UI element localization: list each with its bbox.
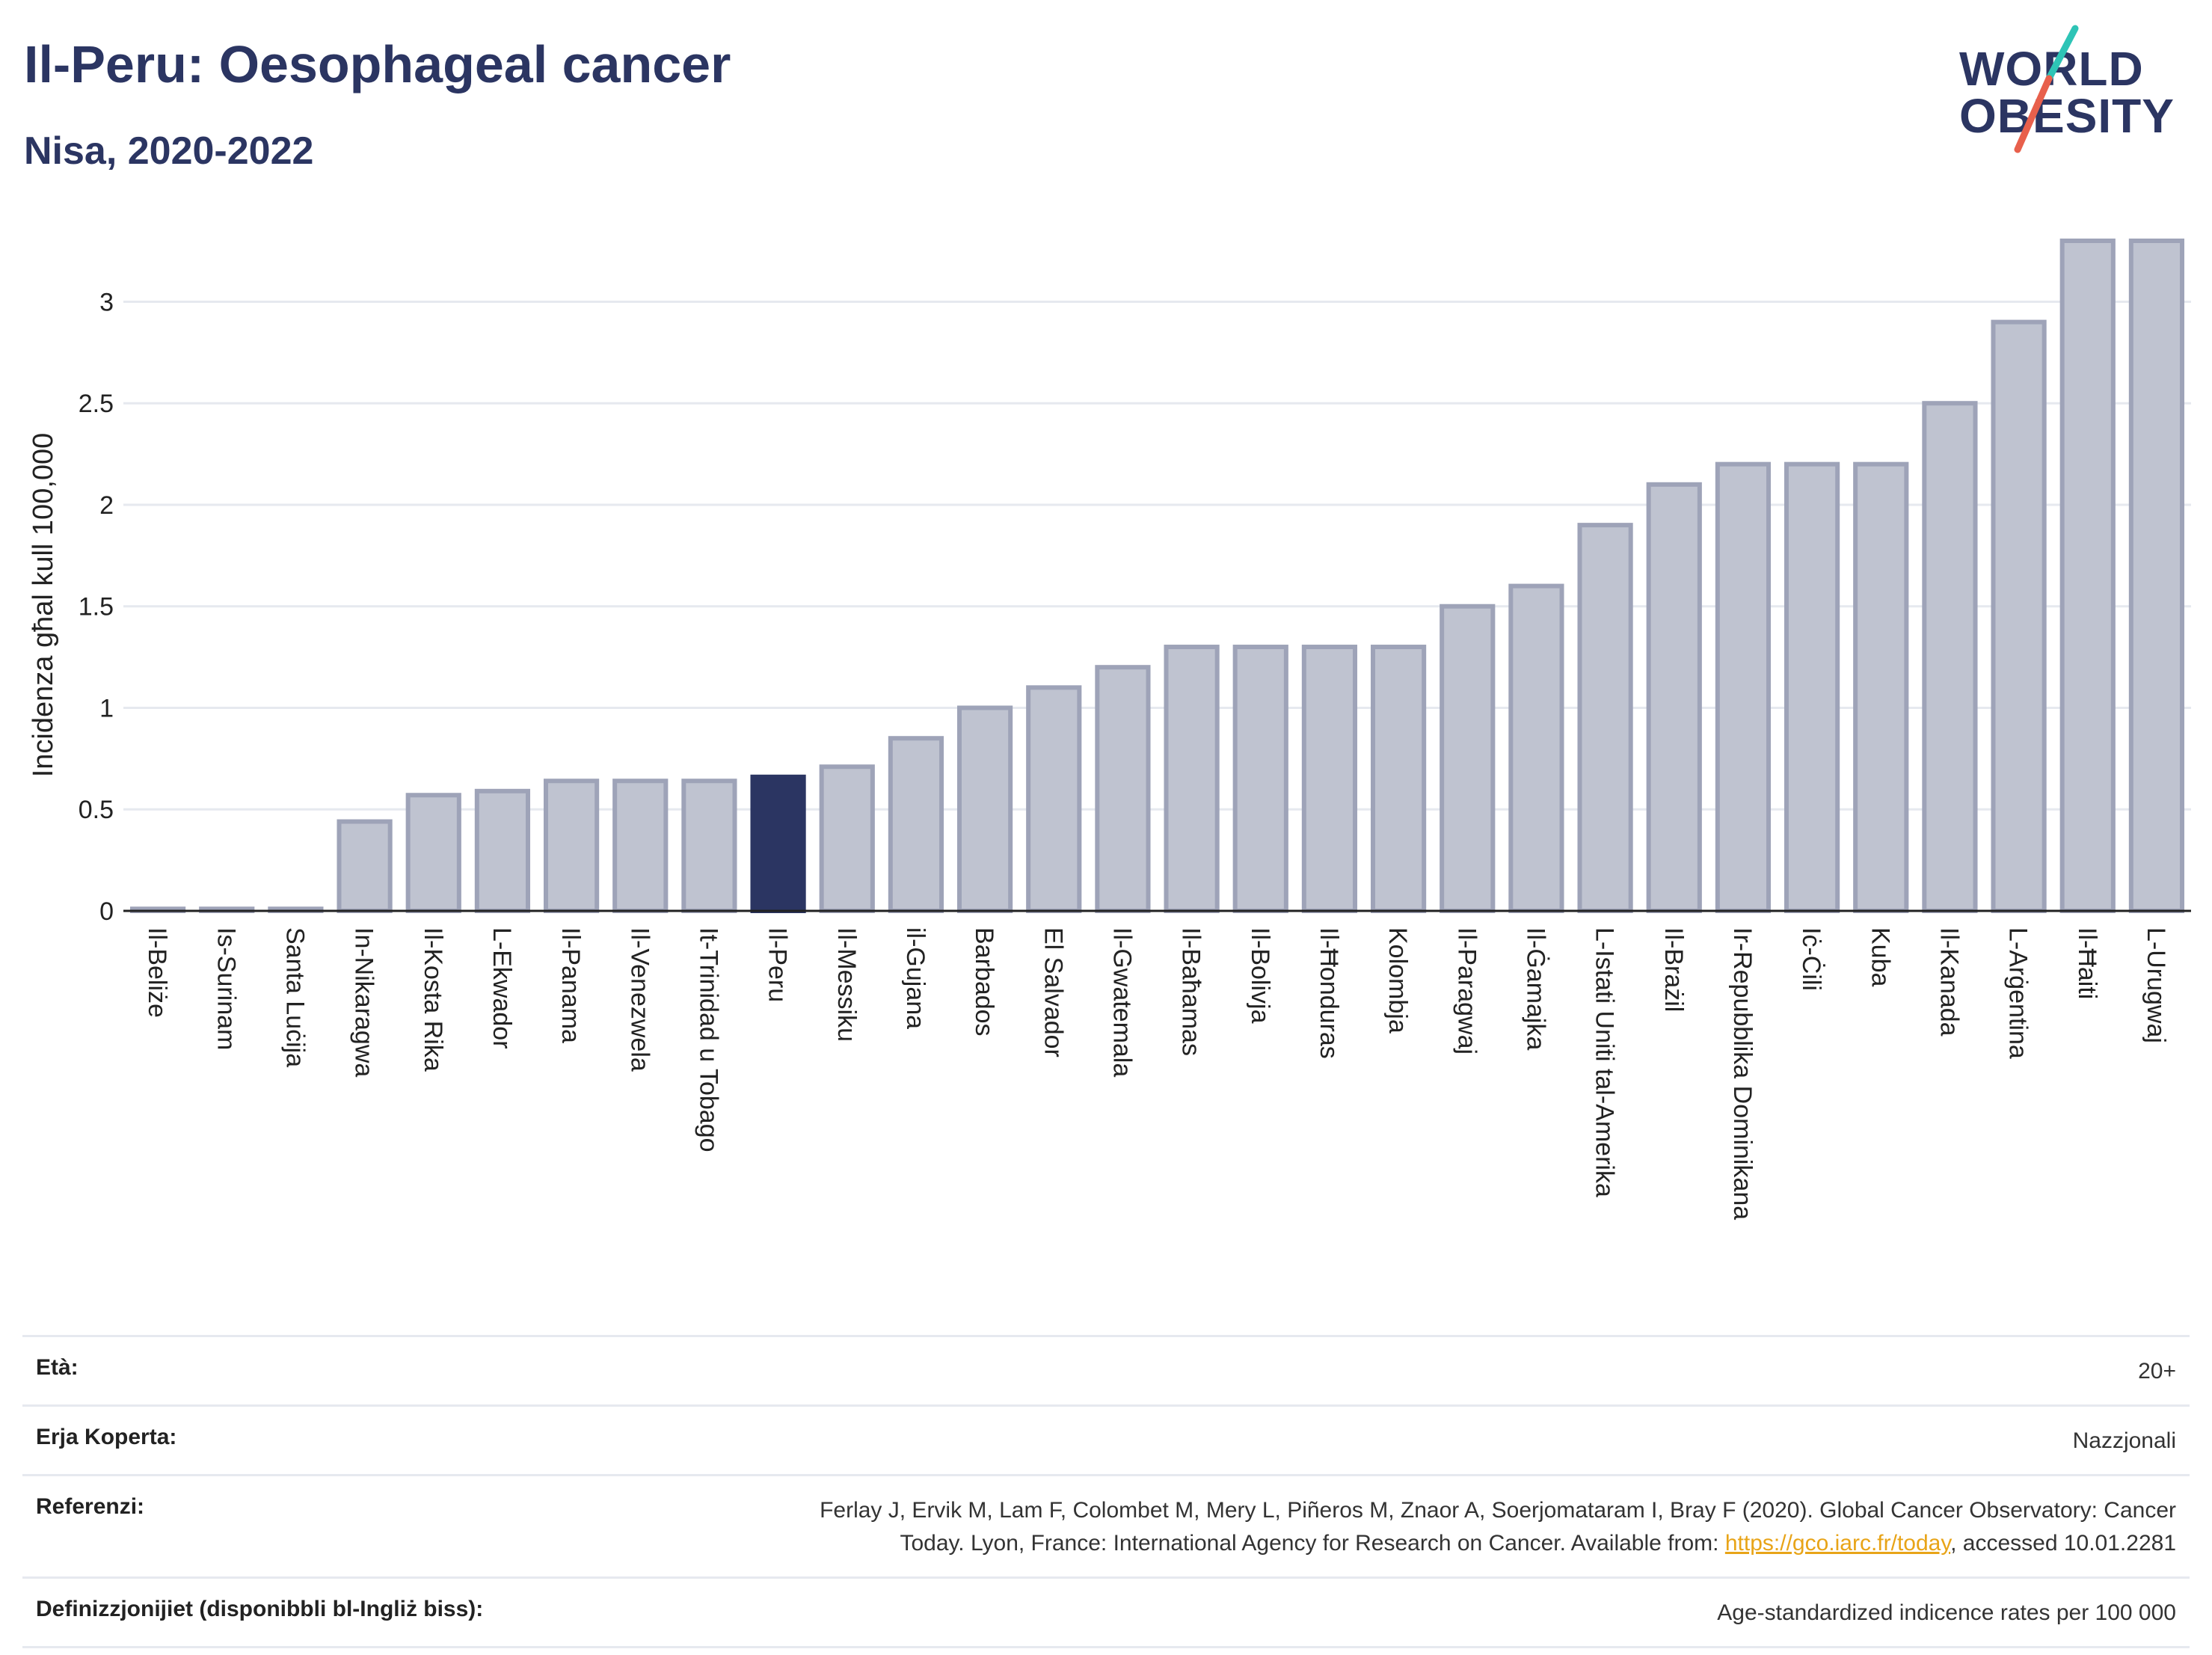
x-tick-label: Il-Ġamajka <box>1521 927 1549 1050</box>
bar[interactable] <box>1026 685 1082 913</box>
bar[interactable] <box>1646 482 1702 913</box>
x-tick-label: L-Istati Uniti tal-Amerika <box>1591 927 1619 1197</box>
x-tick-label: L-Ekwador <box>488 927 516 1049</box>
detail-value-references: Ferlay J, Ervik M, Lam F, Colombet M, Me… <box>820 1494 2176 1560</box>
detail-row-age: Età: 20+ <box>22 1337 2190 1407</box>
x-tick-label: Il-Ħonduras <box>1315 927 1343 1059</box>
x-tick-label: Santa Luċija <box>280 927 309 1067</box>
bar[interactable] <box>405 793 461 913</box>
x-tick-label: El Salvador <box>1039 927 1067 1057</box>
x-tick-labels: Il-Beliże Is-Surinam Santa Luċija In-Nikara… <box>143 927 2170 1220</box>
bar[interactable] <box>1370 645 1427 913</box>
bar[interactable] <box>1922 401 1978 913</box>
bar[interactable] <box>1164 645 1220 913</box>
logo-text-obesity: OBESITY <box>1959 89 2175 143</box>
x-tick-label: It-Trinidad u Tobago <box>694 927 722 1152</box>
bar[interactable] <box>2128 239 2185 913</box>
bar[interactable] <box>1991 319 2047 913</box>
bar[interactable] <box>1508 583 1564 913</box>
reference-line-2-pre: Today. Lyon, France: International Agenc… <box>900 1531 1725 1556</box>
y-tick-label: 2 <box>99 491 114 520</box>
bar[interactable] <box>474 788 531 913</box>
bar[interactable] <box>543 779 600 914</box>
detail-key-age: Età: <box>36 1355 79 1380</box>
bars <box>129 239 2185 914</box>
bar[interactable] <box>750 774 806 914</box>
x-tick-label: Kuba <box>1866 927 1894 986</box>
bar[interactable] <box>1715 461 1772 913</box>
x-tick-label: L-Urugwaj <box>2142 927 2170 1043</box>
x-tick-label: Ir-Repubblika Dominikana <box>1728 927 1757 1220</box>
bar[interactable] <box>337 819 393 913</box>
x-tick-label: Il-Kosta Rika <box>419 927 447 1072</box>
bar[interactable] <box>1232 645 1288 913</box>
detail-key-definitions: Definizzjonijiet (disponibbli bl-Ingliż … <box>36 1597 484 1621</box>
details-table: Età: 20+ Erja Koperta: Nazzjonali Refere… <box>22 1335 2190 1648</box>
detail-row-definitions: Definizzjonijiet (disponibbli bl-Ingliż … <box>22 1579 2190 1648</box>
detail-key-references: Referenzi: <box>36 1494 145 1519</box>
detail-value-age: 20+ <box>2138 1359 2176 1384</box>
bar[interactable] <box>1784 461 1840 913</box>
y-tick-label: 0.5 <box>79 796 114 824</box>
x-tick-label: Il-Gwatemala <box>1107 927 1136 1077</box>
x-tick-label: Barbados <box>970 927 998 1037</box>
grid-lines <box>123 300 2191 811</box>
bar[interactable] <box>956 705 1013 913</box>
x-tick-label: Il-Ħaiti <box>2073 927 2101 999</box>
y-tick-label: 1.5 <box>79 593 114 621</box>
x-tick-label: Il-Baħamas <box>1177 927 1205 1056</box>
detail-key-area: Erja Koperta: <box>36 1425 177 1449</box>
x-tick-label: L-Arġentina <box>2004 927 2033 1059</box>
y-tick-label: 2.5 <box>79 390 114 418</box>
page-title: Il-Peru: Oesophageal cancer <box>24 35 731 93</box>
bar[interactable] <box>2059 239 2116 913</box>
x-tick-label: Il-Bolivja <box>1246 927 1274 1024</box>
detail-value-definitions: Age-standardized indicence rates per 100… <box>1717 1600 2176 1625</box>
x-tick-label: il-Gujana <box>901 927 930 1029</box>
y-tick-label: 0 <box>99 897 114 926</box>
x-tick-label: Il-Paragwaj <box>1452 927 1481 1054</box>
y-tick-label: 1 <box>99 694 114 722</box>
y-axis-label: Incidenza għal kull 100,000 <box>28 433 59 778</box>
bar[interactable] <box>888 736 944 913</box>
x-tick-label: In-Nikaragwa <box>350 927 378 1077</box>
x-tick-label: Iċ-Ċili <box>1797 927 1825 991</box>
x-tick-label: Il-Venezwela <box>625 927 654 1072</box>
x-tick-label: Il-Brażil <box>1659 927 1688 1012</box>
x-tick-label: Il-Kanada <box>1935 927 1963 1037</box>
bar[interactable] <box>612 779 669 914</box>
x-tick-label: Il-Peru <box>764 927 792 1002</box>
logo-slash-icon <box>2014 25 2079 153</box>
bar[interactable] <box>1301 645 1358 913</box>
bar[interactable] <box>819 764 875 913</box>
x-tick-label: Is-Surinam <box>212 927 240 1050</box>
detail-value-area: Nazzjonali <box>2072 1428 2176 1453</box>
bar-chart: 0 0.5 1 1.5 2 2.5 3 Il-Beliże Is-Surinam Santa L… <box>28 239 2191 1220</box>
reference-line-2-post: , accessed 10.01.2281 <box>1950 1531 2176 1556</box>
x-tick-label: Il-Panama <box>556 927 585 1043</box>
reference-line-1: Ferlay J, Ervik M, Lam F, Colombet M, Me… <box>820 1498 2176 1523</box>
bar[interactable] <box>1440 604 1496 914</box>
y-tick-labels: 0 0.5 1 1.5 2 2.5 3 <box>79 288 114 926</box>
world-obesity-logo[interactable]: WORLD OBESITY <box>1944 22 2199 165</box>
bar[interactable] <box>1577 523 1633 913</box>
bar[interactable] <box>1095 665 1151 913</box>
page-subtitle: Nisa, 2020-2022 <box>24 129 314 173</box>
bar[interactable] <box>681 779 737 914</box>
x-tick-label: Il-Messiku <box>832 927 861 1042</box>
x-tick-label: Il-Beliże <box>143 927 171 1018</box>
bar[interactable] <box>1853 461 1909 913</box>
detail-row-references: Referenzi: Ferlay J, Ervik M, Lam F, Col… <box>22 1476 2190 1579</box>
x-tick-label: Kolombja <box>1383 927 1412 1034</box>
y-tick-label: 3 <box>99 288 114 316</box>
detail-row-area: Erja Koperta: Nazzjonali <box>22 1407 2190 1476</box>
reference-link[interactable]: https://gco.iarc.fr/today <box>1724 1531 1951 1556</box>
